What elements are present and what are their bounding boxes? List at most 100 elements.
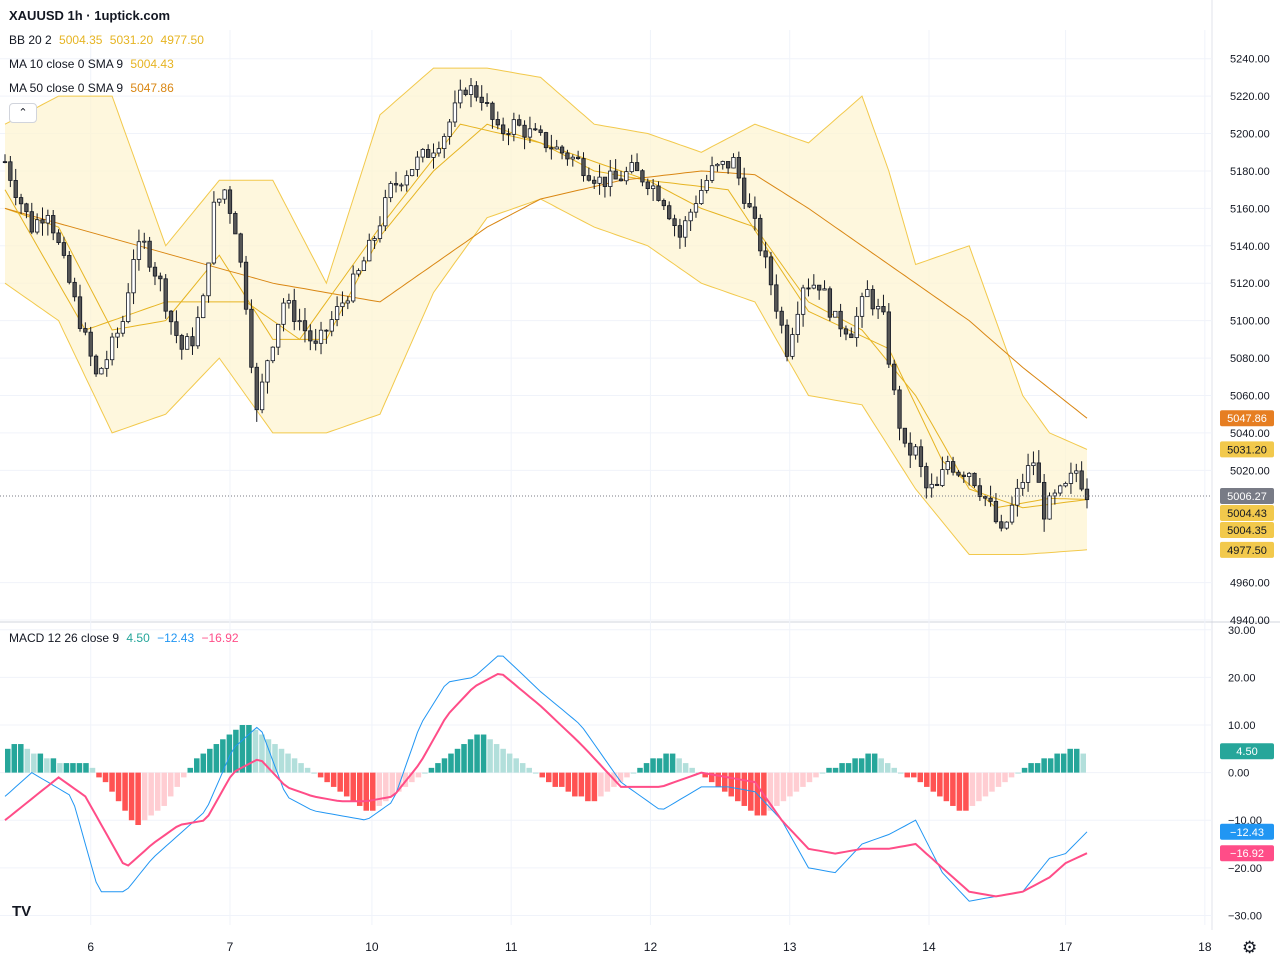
price-tick-label: 5140.00: [1230, 241, 1270, 253]
macd-histogram-bar: [624, 772, 630, 778]
macd-histogram-bar: [813, 772, 819, 778]
candle-body: [693, 203, 699, 213]
candle-body: [442, 136, 447, 149]
candle-body: [758, 217, 763, 252]
macd-histogram-bar: [826, 767, 832, 773]
candle-body: [897, 389, 902, 429]
candle-body: [83, 328, 88, 333]
price-axis-badge-label: 5004.35: [1227, 525, 1267, 537]
macd-axis-badge-label: −16.92: [1230, 848, 1264, 860]
price-tick-label: 5080.00: [1230, 353, 1270, 365]
macd-histogram-bar: [963, 772, 969, 811]
time-tick-label: 7: [227, 940, 234, 954]
macd-histogram-bar: [246, 725, 252, 773]
candle-body: [613, 170, 618, 180]
macd-histogram-bar: [396, 772, 402, 792]
macd-tick-label: 30.00: [1228, 625, 1256, 637]
candle-body: [415, 156, 420, 170]
candle-body: [388, 183, 393, 199]
candle-body: [506, 133, 511, 135]
candle-body: [854, 315, 859, 339]
candle-body: [201, 295, 206, 319]
time-tick-label: 17: [1059, 940, 1073, 954]
macd-histogram-bar: [272, 744, 278, 773]
candle-body: [131, 259, 136, 294]
candle-body: [495, 119, 500, 126]
macd-histogram-bar: [774, 772, 780, 806]
candle-body: [356, 270, 361, 275]
macd-histogram-bar: [1060, 753, 1067, 773]
legend-bb[interactable]: BB 20 2 5004.35 5031.20 4977.50: [9, 33, 204, 47]
candle-body: [1004, 521, 1009, 529]
candle-body: [806, 287, 811, 290]
candle-body: [195, 317, 200, 347]
candle-body: [292, 300, 297, 322]
candle-body: [420, 149, 425, 158]
candle-body: [168, 310, 174, 323]
candle-body: [699, 190, 704, 205]
candle-body: [452, 102, 458, 123]
macd-histogram-bar: [787, 772, 793, 797]
legend-ma50[interactable]: MA 50 close 0 SMA 9 5047.86: [9, 81, 174, 95]
candle-body: [795, 313, 800, 335]
macd-histogram-bar: [454, 748, 461, 773]
candle-body: [527, 128, 533, 138]
candle-body: [950, 461, 956, 473]
macd-histogram-bar: [467, 739, 474, 773]
candle-body: [259, 381, 265, 411]
candle-body: [517, 119, 522, 126]
candle-body: [351, 273, 356, 302]
candle-body: [559, 146, 565, 154]
candle-body: [859, 296, 865, 317]
candle-body: [1042, 481, 1047, 520]
candle-body: [174, 321, 179, 336]
candle-body: [426, 149, 431, 158]
legend-bb-label: BB 20 2: [9, 33, 52, 47]
macd-histogram-bar: [1067, 748, 1073, 773]
macd-histogram-bar: [44, 758, 50, 773]
macd-histogram-bar: [285, 753, 291, 773]
candle-body: [1079, 470, 1084, 490]
settings-gear-icon[interactable]: ⚙: [1242, 938, 1258, 957]
candle-body: [24, 203, 29, 213]
candle-body: [281, 302, 286, 325]
candle-body: [109, 336, 115, 361]
tradingview-logo[interactable]: TV: [12, 903, 32, 920]
price-axis-badge: [1220, 541, 1274, 558]
macd-histogram-bar: [233, 729, 239, 773]
candle-body: [956, 471, 961, 476]
macd-axis-badge: [1220, 823, 1274, 840]
macd-histogram-bar: [806, 772, 813, 783]
macd-histogram-bar: [324, 772, 330, 783]
macd-histogram-bar: [552, 772, 559, 787]
candle-body: [126, 292, 131, 322]
macd-histogram-bar: [1021, 767, 1028, 773]
candle-body: [447, 121, 452, 137]
macd-histogram-bar: [428, 767, 435, 773]
candle-body: [736, 157, 741, 179]
macd-histogram-bar: [741, 772, 748, 806]
macd-axis-badge: [1220, 743, 1274, 760]
collapse-legend-button[interactable]: ⌃: [9, 103, 37, 123]
candle-body: [313, 340, 318, 344]
candle-body: [827, 288, 833, 318]
price-tick-label: 5120.00: [1230, 278, 1270, 290]
candle-body: [340, 302, 345, 308]
candle-body: [972, 472, 977, 487]
legend-macd[interactable]: MACD 12 26 close 9 4.50 −12.43 −16.92: [9, 631, 239, 645]
candle-body: [8, 161, 13, 181]
candle-body: [575, 156, 581, 160]
macd-histogram-bar: [441, 758, 448, 773]
price-tick-label: 5060.00: [1230, 390, 1270, 402]
legend-ma10[interactable]: MA 10 close 0 SMA 9 5004.43: [9, 57, 174, 71]
candle-body: [763, 250, 768, 258]
candle-body: [683, 220, 688, 238]
macd-histogram-bar: [884, 763, 891, 773]
macd-histogram-bar: [532, 772, 539, 774]
macd-histogram-bar: [187, 767, 194, 773]
macd-histogram-bar: [461, 744, 467, 773]
macd-histogram-bar: [904, 772, 911, 778]
candle-body: [45, 215, 50, 224]
candle-body: [934, 483, 940, 486]
